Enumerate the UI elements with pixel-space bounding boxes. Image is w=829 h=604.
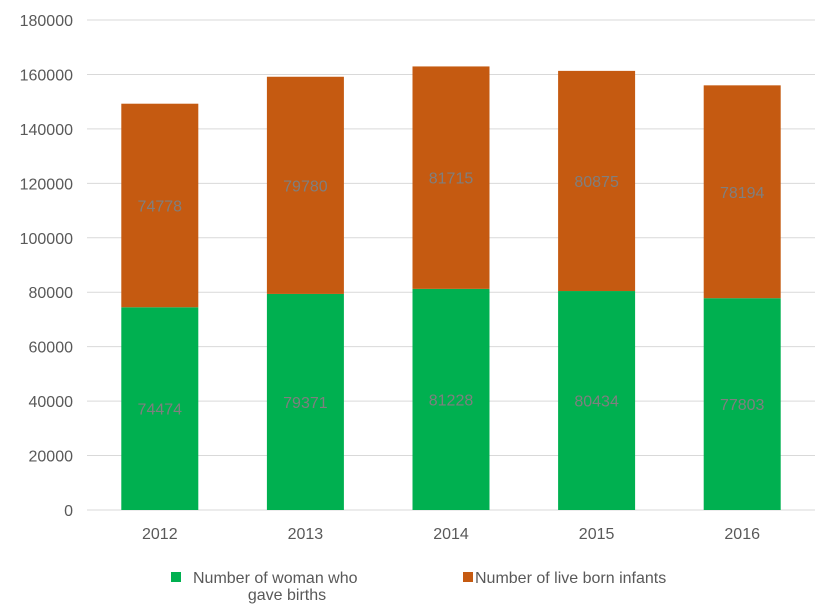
y-tick-label: 140000 (20, 122, 73, 139)
x-tick-label: 2012 (142, 526, 178, 543)
y-tick-label: 80000 (29, 285, 74, 302)
bar-segment-women (703, 298, 781, 510)
data-label: 77803 (720, 397, 765, 414)
data-label: 81715 (429, 171, 474, 188)
axes: 0 20000 40000 60000 80000 100000 120000 140000 1… (20, 13, 815, 543)
y-tick-label: 40000 (29, 394, 74, 411)
legend-swatch (171, 572, 181, 582)
data-label: 80875 (574, 174, 619, 191)
bar-segment-infants (121, 103, 199, 308)
data-label: 78194 (720, 185, 765, 202)
x-tick-label: 2016 (724, 526, 760, 543)
data-label: 80434 (574, 394, 619, 411)
y-tick-label: 160000 (20, 67, 73, 84)
bar-segment-infants (266, 76, 344, 294)
x-tick-label: 2013 (288, 526, 324, 543)
x-tick-label: 2015 (579, 526, 615, 543)
y-tick-label: 0 (64, 503, 73, 520)
y-tick-label: 180000 (20, 13, 73, 30)
bars (121, 66, 781, 510)
data-label: 74474 (138, 402, 183, 419)
legend-label: Number of woman who (193, 570, 358, 587)
bar-segment-women (558, 291, 636, 510)
bar-segment-women (412, 288, 490, 510)
bar-segment-infants (558, 70, 636, 292)
y-tick-label: 100000 (20, 231, 73, 248)
y-tick-label: 60000 (29, 340, 74, 357)
bar-segment-women (121, 307, 199, 510)
data-label: 79371 (283, 395, 328, 412)
bar-segment-infants (703, 85, 781, 299)
y-tick-label: 20000 (29, 449, 74, 466)
data-labels: 74474 74778 79371 79780 81228 81715 80434 80875… (138, 171, 765, 419)
x-tick-label: 2014 (433, 526, 469, 543)
legend-label: Number of live born infants (475, 570, 666, 587)
legend-label: gave births (248, 587, 326, 604)
legend-swatch (463, 572, 473, 582)
data-label: 81228 (429, 392, 474, 409)
y-tick-label: 120000 (20, 176, 73, 193)
data-label: 74778 (138, 198, 183, 215)
bar-segment-infants (412, 66, 490, 289)
data-label: 79780 (283, 178, 328, 195)
bar-segment-women (266, 293, 344, 510)
